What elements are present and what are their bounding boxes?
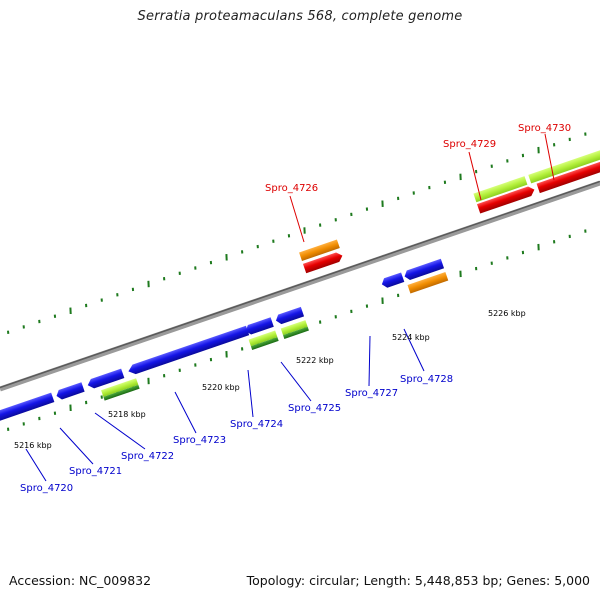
gene-feature-spro-4728[interactable] [403,258,445,281]
gene-label-spro-4728[interactable]: Spro_4728 [400,374,453,385]
tick-row-outer [7,132,587,334]
gene-label-spro-4721[interactable]: Spro_4721 [69,466,122,477]
gene-feature-spro-4724-rna-b[interactable] [250,337,279,350]
gene-feature-spro-4729-b[interactable] [476,185,536,214]
callout-lines [25,133,555,482]
gene-feature-spro-4726-b[interactable] [302,251,344,274]
genome-summary-text: Topology: circular; Length: 5,448,853 bp… [246,573,590,588]
scale-label-5226: 5226 kbp [488,309,526,318]
gene-label-spro-4724[interactable]: Spro_4724 [230,419,283,430]
gene-feature-spro-4724[interactable] [244,317,274,336]
accession-text: Accession: NC_009832 [9,573,152,588]
genome-backbone [0,180,600,392]
gene-label-spro-4725[interactable]: Spro_4725 [288,403,341,414]
gene-label-spro-4726[interactable]: Spro_4726 [265,183,318,194]
gene-feature-spro-4723[interactable] [127,325,250,376]
feature-track [0,139,600,422]
gene-label-spro-4727[interactable]: Spro_4727 [345,388,398,399]
gene-label-spro-4720[interactable]: Spro_4720 [20,483,73,494]
scale-labels: 5216 kbp 5218 kbp 5220 kbp 5222 kbp 5224… [14,309,526,450]
gene-feature-spro-4725[interactable] [274,306,305,326]
gene-feature-spro-4730-b[interactable] [536,150,600,194]
gene-labels: Spro_4720 Spro_4721 Spro_4722 Spro_4723 … [20,123,571,494]
gene-feature-spro-4725-rna[interactable] [280,320,308,336]
gene-feature-spro-4721[interactable] [55,382,85,401]
gene-feature-spro-4725-rna-b[interactable] [283,326,309,339]
gene-feature-spro-4730[interactable] [528,139,600,184]
tick-rows [7,132,587,431]
gene-feature-spro-4722[interactable] [86,368,125,390]
gene-label-spro-4722[interactable]: Spro_4722 [121,451,174,462]
gene-feature-spro-4720[interactable] [0,392,55,422]
gene-feature-spro-4728-b[interactable] [407,272,449,294]
map-title: Serratia proteamaculans 568, complete ge… [137,9,463,24]
scale-label-5218: 5218 kbp [108,410,146,419]
gene-feature-spro-4722-rna-b[interactable] [103,384,140,401]
scale-label-5224: 5224 kbp [392,333,430,342]
gene-label-spro-4730[interactable]: Spro_4730 [518,123,571,134]
gene-feature-spro-4729[interactable] [473,176,528,203]
gene-feature-spro-4726[interactable] [299,239,340,261]
scale-label-5216: 5216 kbp [14,441,52,450]
gene-feature-spro-4727[interactable] [380,272,405,289]
gene-label-spro-4723[interactable]: Spro_4723 [173,435,226,446]
scale-label-5222: 5222 kbp [296,356,334,365]
scale-label-5220: 5220 kbp [202,383,240,392]
gene-feature-spro-4724-rna[interactable] [248,330,278,347]
gene-feature-spro-4722-rna[interactable] [101,378,139,397]
gene-label-spro-4729[interactable]: Spro_4729 [443,139,496,150]
